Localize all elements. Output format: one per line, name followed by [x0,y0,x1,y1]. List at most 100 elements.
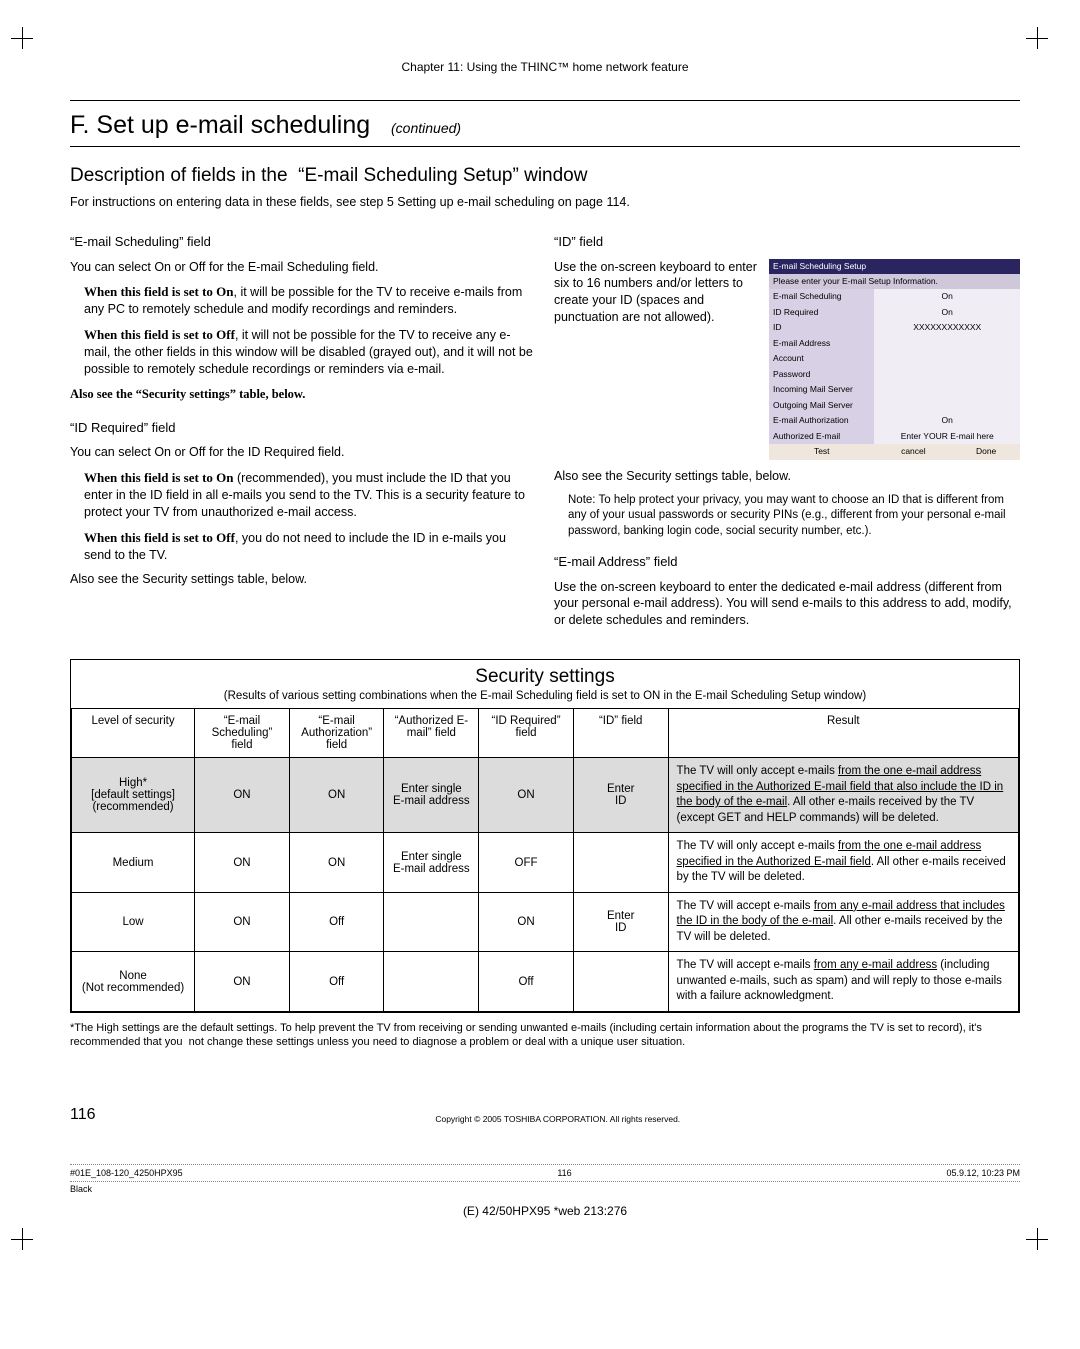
left-column: “E-mail Scheduling” field You can select… [70,227,536,637]
security-subtitle: (Results of various setting combinations… [71,690,1019,708]
sec-cell: ON [195,952,290,1012]
field-header: “E-mail Address” field [554,553,1020,571]
body-text: When this field is set to On, it will be… [70,283,536,318]
sec-cell: ON [195,833,290,893]
sec-cell: ON [289,833,384,893]
mini-row-value [874,351,1020,366]
sec-cell: Medium [72,833,195,893]
body-text: Use the on-screen keyboard to enter the … [554,579,1020,630]
body-text: You can select On or Off for the ID Requ… [70,444,536,461]
mini-row-value: Enter YOUR E-mail here [874,429,1020,444]
chapter-header: Chapter 11: Using the THINC™ home networ… [70,60,1020,74]
footer-page: 116 [557,1168,571,1178]
sec-cell: Off [289,892,384,952]
sec-cell: Enter single E-mail address [384,833,479,893]
mini-row-value: XXXXXXXXXXXX [874,320,1020,335]
table-footnote: *The High settings are the default setti… [70,1021,1020,1050]
sec-result-cell: The TV will accept e-mails from any e-ma… [668,892,1018,952]
sec-header-cell: Result [668,709,1018,758]
mini-subtitle: Please enter your E-mail Setup Informati… [769,274,1020,289]
page: Chapter 11: Using the THINC™ home networ… [0,0,1080,1258]
mini-row-label: ID Required [769,305,874,320]
sec-cell: Off [479,952,574,1012]
footer-timestamp: 05.9.12, 10:23 PM [946,1168,1020,1178]
id-field-row: Use the on-screen keyboard to enter six … [554,259,1020,460]
setup-window-screenshot: E-mail Scheduling Setup Please enter you… [769,259,1020,460]
sec-header-cell: “ID” field [573,709,668,758]
sec-header-cell: “E-mail Authorization” field [289,709,384,758]
see-also: Also see the Security settings table, be… [554,468,1020,485]
field-header: “ID” field [554,233,1020,251]
footer-color: Black [70,1184,1020,1194]
sec-result-cell: The TV will only accept e-mails from the… [668,833,1018,893]
heading-text: F. Set up e-mail scheduling [70,111,370,139]
sec-cell: ON [479,892,574,952]
emphasis: When this field is set to On [84,470,234,485]
sec-cell [384,892,479,952]
sec-header-cell: “ID Required” field [479,709,574,758]
sec-cell: Enter ID [573,892,668,952]
mini-row-label: Authorized E-mail [769,429,874,444]
sec-cell: OFF [479,833,574,893]
see-also: Also see the Security settings table, be… [70,571,536,588]
body-text: When this field is set to On (recommende… [70,469,536,521]
mini-row-value [874,382,1020,397]
field-header: “E-mail Scheduling” field [70,233,536,251]
mini-row-label: Incoming Mail Server [769,382,874,397]
emphasis: When this field is set to Off [84,327,235,342]
footer-filename: #01E_108-120_4250HPX95 [70,1168,183,1178]
mini-row-value: On [874,305,1020,320]
two-column-body: “E-mail Scheduling” field You can select… [70,227,1020,637]
sec-cell: High* [default settings] (recommended) [72,758,195,833]
security-table: Level of security“E-mail Scheduling” fie… [71,708,1019,1012]
sec-cell [573,952,668,1012]
mini-row-label: E-mail Scheduling [769,289,874,304]
sec-cell [573,833,668,893]
sec-cell: Enter single E-mail address [384,758,479,833]
right-column: “ID” field Use the on-screen keyboard to… [554,227,1020,637]
sec-result-cell: The TV will accept e-mails from any e-ma… [668,952,1018,1012]
body-text: You can select On or Off for the E-mail … [70,259,536,276]
mini-button: cancel [874,444,952,459]
mini-row-value [874,398,1020,413]
rule [70,100,1020,101]
sec-header-cell: “Authorized E-mail” field [384,709,479,758]
id-field-text: Use the on-screen keyboard to enter six … [554,259,759,452]
footer-model: (E) 42/50HPX95 *web 213:276 [70,1204,1020,1218]
security-settings-box: Security settings (Results of various se… [70,659,1020,1013]
emphasis: When this field is set to On [84,284,234,299]
note-text: Note: To help protect your privacy, you … [554,493,1020,540]
mini-row-value [874,336,1020,351]
sec-header-cell: “E-mail Scheduling” field [195,709,290,758]
body-text: When this field is set to Off, it will n… [70,326,536,378]
sec-cell: Low [72,892,195,952]
mini-row-value [874,367,1020,382]
mini-row-value: On [874,289,1020,304]
intro-text: For instructions on entering data in the… [70,195,1020,209]
sec-cell: ON [479,758,574,833]
mini-row-value: On [874,413,1020,428]
sec-cell [384,952,479,1012]
sec-result-cell: The TV will only accept e-mails from the… [668,758,1018,833]
copyright: Copyright © 2005 TOSHIBA CORPORATION. Al… [96,1114,1020,1124]
mini-row-label: E-mail Authorization [769,413,874,428]
sec-cell: Enter ID [573,758,668,833]
security-title: Security settings [71,660,1019,690]
field-header: “ID Required” field [70,419,536,437]
mini-row-label: Outgoing Mail Server [769,398,874,413]
emphasis: When this field is set to Off [84,530,235,545]
rule [70,146,1020,147]
mini-row-label: ID [769,320,874,335]
mini-button: Test [769,444,874,459]
sec-cell: None (Not recommended) [72,952,195,1012]
page-number: 116 [70,1106,96,1124]
heading-continued: (continued) [391,120,461,136]
mini-button: Done [952,444,1020,459]
mini-row-label: E-mail Address [769,336,874,351]
sec-header-cell: Level of security [72,709,195,758]
body-text: When this field is set to Off, you do no… [70,529,536,564]
sec-cell: ON [289,758,384,833]
sec-cell: Off [289,952,384,1012]
section-heading: F. Set up e-mail scheduling (continued) [70,111,1020,140]
sec-cell: ON [195,892,290,952]
